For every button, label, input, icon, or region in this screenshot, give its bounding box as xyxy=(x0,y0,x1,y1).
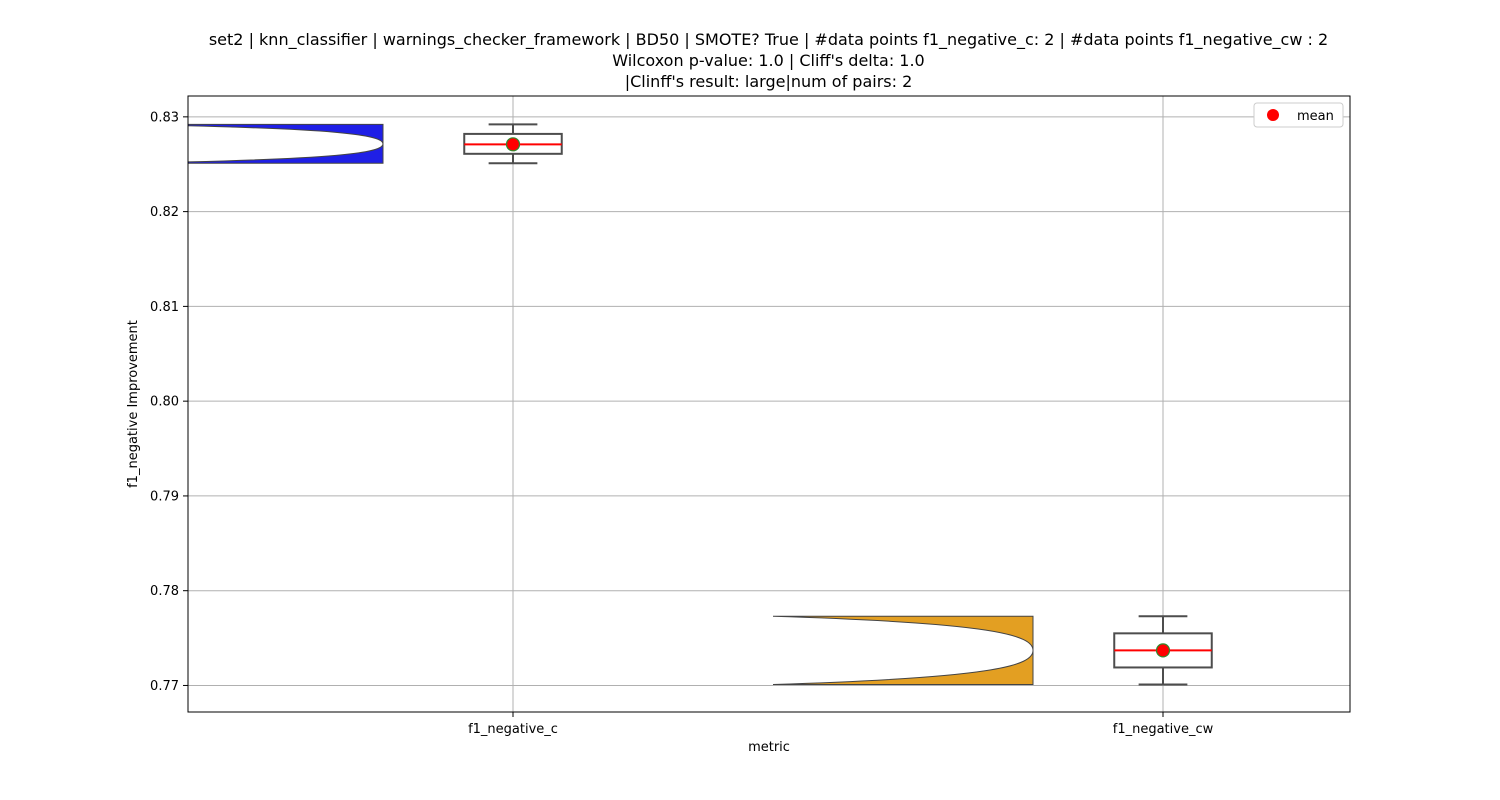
legend: mean xyxy=(1253,102,1344,128)
chart-title-line-2: Wilcoxon p-value: 1.0 | Cliff's delta: 1… xyxy=(612,51,925,70)
y-tick-label: 0.77 xyxy=(150,679,179,694)
x-tick-label: f1_negative_cw xyxy=(1113,722,1214,737)
y-tick-label: 0.83 xyxy=(150,110,179,125)
chart-title-line-3: |Clinff's result: large|num of pairs: 2 xyxy=(624,72,913,91)
violin-f1_negative_c xyxy=(188,123,384,164)
y-tick-label: 0.78 xyxy=(150,584,179,599)
violin-f1_negative_cw xyxy=(772,615,1034,686)
y-tick-label: 0.79 xyxy=(150,489,179,504)
y-axis-label: f1_negative Improvement xyxy=(126,320,141,488)
violins xyxy=(188,123,1034,686)
legend-mean-label: mean xyxy=(1297,109,1334,124)
mean-marker xyxy=(505,137,521,152)
chart-title-line-1: set2 | knn_classifier | warnings_checker… xyxy=(208,30,1329,49)
axes: 0.77 0.78 0.79 0.80 0.81 0.82 0.83 f1_negative_… xyxy=(150,110,1214,737)
legend-frame xyxy=(1253,102,1344,128)
boxplots xyxy=(463,123,1213,686)
grid-lines xyxy=(188,96,1350,712)
plot-frame xyxy=(187,95,1351,713)
x-tick-label: f1_negative_c xyxy=(468,722,558,737)
y-tick-label: 0.82 xyxy=(150,205,179,220)
y-tick-label: 0.81 xyxy=(150,300,179,315)
box-f1_negative_cw xyxy=(1113,615,1213,686)
legend-mean-marker xyxy=(1267,109,1279,121)
box-f1_negative_c xyxy=(463,123,563,165)
mean-marker xyxy=(1155,643,1171,658)
y-tick-label: 0.80 xyxy=(150,395,179,410)
x-axis-label: metric xyxy=(748,740,790,755)
